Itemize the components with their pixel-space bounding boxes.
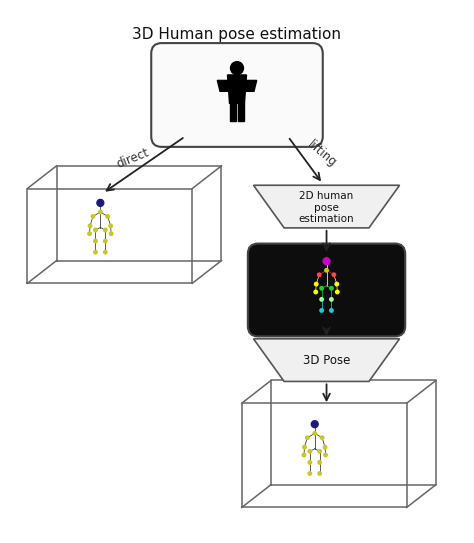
Circle shape	[320, 436, 324, 439]
Text: 3D Human pose estimation: 3D Human pose estimation	[133, 27, 341, 42]
Circle shape	[318, 273, 321, 276]
Text: direct: direct	[114, 146, 151, 171]
Circle shape	[303, 445, 306, 449]
Circle shape	[99, 210, 102, 214]
Circle shape	[332, 273, 336, 276]
Circle shape	[314, 291, 318, 294]
Circle shape	[94, 239, 97, 243]
Circle shape	[91, 214, 95, 218]
Circle shape	[302, 453, 306, 457]
FancyBboxPatch shape	[248, 244, 405, 337]
Circle shape	[318, 450, 321, 453]
Circle shape	[323, 445, 327, 449]
Circle shape	[330, 298, 333, 301]
Circle shape	[308, 450, 311, 453]
Text: lifting: lifting	[305, 138, 339, 170]
Circle shape	[330, 287, 333, 290]
Circle shape	[306, 436, 309, 439]
Circle shape	[109, 224, 112, 228]
Circle shape	[88, 232, 91, 236]
Polygon shape	[229, 103, 236, 121]
Circle shape	[103, 250, 107, 254]
Polygon shape	[228, 75, 246, 103]
Circle shape	[336, 291, 339, 294]
Text: 2D human
pose
estimation: 2D human pose estimation	[299, 191, 355, 224]
FancyBboxPatch shape	[151, 43, 323, 147]
Polygon shape	[254, 339, 400, 381]
Circle shape	[308, 460, 311, 464]
Circle shape	[103, 228, 107, 232]
Circle shape	[325, 269, 328, 272]
Circle shape	[318, 472, 321, 475]
Polygon shape	[238, 103, 245, 121]
Circle shape	[308, 472, 311, 475]
Circle shape	[330, 309, 333, 312]
Circle shape	[94, 250, 97, 254]
Circle shape	[320, 287, 323, 290]
Circle shape	[109, 232, 113, 236]
Circle shape	[230, 62, 244, 74]
Text: 3D Pose: 3D Pose	[303, 354, 350, 367]
Circle shape	[320, 298, 323, 301]
Circle shape	[324, 453, 327, 457]
Circle shape	[335, 282, 338, 286]
Polygon shape	[217, 80, 257, 91]
Circle shape	[320, 309, 323, 312]
Polygon shape	[254, 185, 400, 228]
Circle shape	[315, 282, 318, 286]
Circle shape	[311, 421, 318, 428]
Circle shape	[103, 239, 107, 243]
Circle shape	[318, 460, 321, 464]
Circle shape	[94, 228, 97, 232]
Circle shape	[313, 432, 317, 435]
Circle shape	[88, 224, 92, 228]
Circle shape	[106, 214, 109, 218]
Circle shape	[97, 199, 104, 206]
Circle shape	[323, 258, 330, 264]
